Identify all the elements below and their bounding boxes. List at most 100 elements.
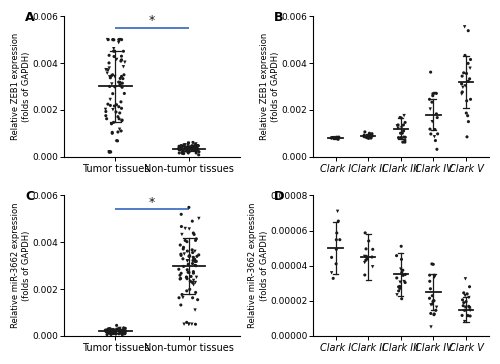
Point [429,91,437,96]
Point [179,246,187,252]
Point [107,332,115,337]
Point [118,74,126,79]
Point [466,65,474,71]
Point [464,113,471,119]
Point [464,28,472,33]
Point [121,331,129,337]
Point [114,138,122,144]
Point [362,257,370,263]
Point [106,326,114,332]
Point [110,74,118,79]
Point [116,82,124,88]
Point [463,291,471,297]
Point [110,48,118,54]
Point [332,237,340,243]
Point [179,256,187,262]
Point [434,131,442,137]
Point [177,270,185,276]
Point [367,131,375,137]
Point [393,123,401,129]
Point [398,125,406,131]
Point [363,256,371,262]
Point [194,297,202,302]
Point [108,330,116,336]
Point [102,329,110,335]
Point [106,327,114,333]
Point [191,142,199,148]
Point [183,239,191,245]
Point [432,308,440,313]
Point [433,146,441,152]
Point [102,116,110,122]
Point [462,98,470,104]
Point [334,209,342,214]
Point [458,91,466,97]
Point [432,138,440,143]
Point [184,267,192,273]
Point [188,145,196,151]
Point [102,328,110,334]
Point [114,40,122,46]
Text: B: B [274,11,283,24]
Point [462,110,470,116]
Point [463,134,471,140]
Point [194,147,202,153]
Point [334,136,342,142]
Point [112,330,120,336]
Point [180,151,188,157]
Point [110,330,118,336]
Point [195,149,203,155]
Point [398,130,406,136]
Point [332,134,340,140]
Point [182,274,190,280]
Point [401,139,409,145]
Point [189,280,197,286]
Point [428,119,436,124]
Point [328,135,336,141]
Point [102,107,110,112]
Point [115,331,123,337]
Point [112,330,120,336]
Text: A: A [26,11,35,24]
Point [102,67,110,72]
Point [192,280,200,285]
Point [193,253,201,259]
Point [180,251,188,257]
Point [396,284,404,289]
Point [185,253,193,259]
Point [105,328,113,333]
Point [428,293,436,298]
Point [192,237,200,243]
Point [190,146,198,152]
Point [464,304,472,309]
Text: *: * [149,14,155,27]
Point [176,272,184,278]
Point [176,276,184,281]
Point [178,144,186,150]
Point [464,313,472,318]
Point [333,230,341,236]
Point [174,147,182,153]
Point [188,279,196,285]
Point [112,327,120,333]
Point [464,119,472,124]
Point [334,134,342,140]
Point [368,246,376,252]
Point [430,311,438,317]
Point [180,147,188,153]
Point [462,304,469,310]
Point [177,143,185,149]
Point [192,141,200,147]
Point [176,146,184,152]
Point [398,296,406,302]
Point [108,130,116,136]
Point [180,244,188,250]
Point [121,330,129,336]
Point [336,237,344,243]
Point [105,327,113,332]
Point [192,144,200,150]
Point [177,302,185,308]
Point [117,328,125,334]
Point [368,131,376,137]
Point [190,277,198,283]
